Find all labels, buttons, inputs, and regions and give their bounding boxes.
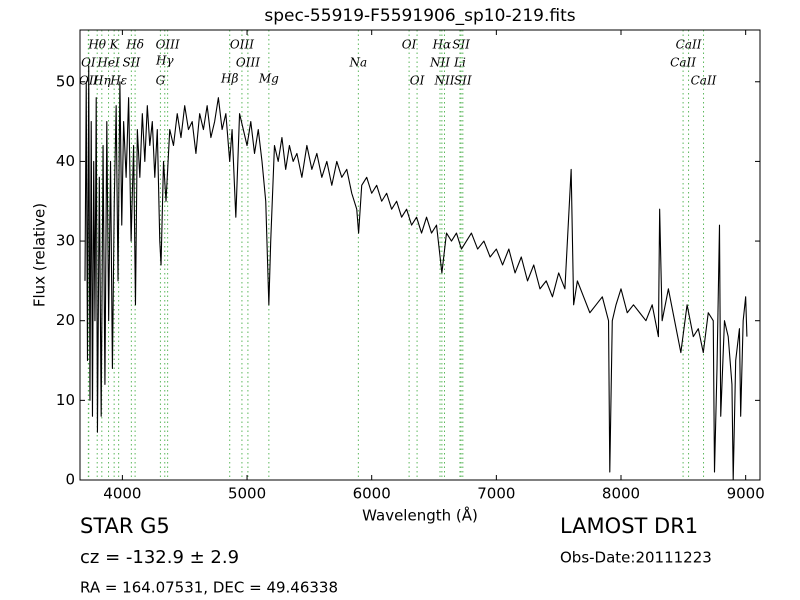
spectral-line-label: OI <box>402 38 417 52</box>
spectral-line-label: G <box>156 74 166 88</box>
cz: cz = -132.9 ± 2.9 <box>80 547 239 568</box>
spectral-line-label: CaII <box>676 38 702 52</box>
y-tick-label: 40 <box>56 152 75 170</box>
spectral-line-label: Na <box>349 56 368 70</box>
y-tick-label: 10 <box>56 391 75 409</box>
spectral-line-label: OIII <box>156 38 180 52</box>
coords: RA = 164.07531, DEC = 49.46338 <box>80 579 338 597</box>
plot-frame <box>79 29 761 481</box>
chart-title: spec-55919-F5591906_sp10-219.fits <box>264 6 575 26</box>
spectral-line-label: Hβ <box>220 72 238 86</box>
spectral-line-label: OI <box>410 74 425 88</box>
spectral-line-label: K <box>109 38 120 52</box>
x-tick-label: 6000 <box>353 485 391 503</box>
x-tick-label: 4000 <box>103 485 141 503</box>
spectral-line-label: Li <box>453 56 466 70</box>
spectral-line-label: Hα <box>432 38 452 52</box>
y-tick-label: 50 <box>56 72 75 90</box>
x-tick-label: 5000 <box>228 485 266 503</box>
spectral-line-label: NII <box>429 56 450 70</box>
obs-date: Obs-Date:20111223 <box>560 549 712 567</box>
spectrum-line <box>84 65 748 481</box>
spectral-line-label: SII <box>123 56 141 70</box>
spectral-line-label: NII <box>434 74 455 88</box>
x-axis-label: Wavelength (Å) <box>362 506 478 525</box>
spectral-line-label: Hη <box>92 74 111 88</box>
y-tick-label: 20 <box>56 311 75 329</box>
spectral-line-label: OIII <box>236 56 260 70</box>
star-class: STAR G5 <box>80 514 170 538</box>
spectral-line-label: Hδ <box>125 38 144 52</box>
spectral-line-label: Hθ <box>87 38 106 52</box>
spectral-line-label: HeI <box>96 56 120 70</box>
spectral-line-label: CaII <box>670 56 696 70</box>
spectral-line-label: OIII <box>230 38 254 52</box>
x-tick-label: 9000 <box>727 485 765 503</box>
y-tick-label: 30 <box>56 232 75 250</box>
y-tick-label: 0 <box>65 471 75 489</box>
x-tick-label: 7000 <box>477 485 515 503</box>
spectral-line-label: Hγ <box>155 54 174 68</box>
x-tick-label: 8000 <box>602 485 640 503</box>
spectral-line-label: SII <box>454 74 472 88</box>
survey: LAMOST DR1 <box>560 514 698 538</box>
spectral-line-label: CaII <box>691 74 717 88</box>
y-axis-label: Flux (relative) <box>31 203 49 307</box>
spectral-line-label: Mg <box>258 72 279 86</box>
spectral-line-label: Hε <box>109 74 127 88</box>
spectral-line-label: SII <box>452 38 470 52</box>
